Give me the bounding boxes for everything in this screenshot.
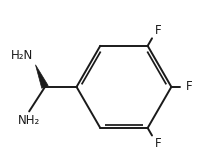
Text: H₂N: H₂N — [11, 49, 33, 62]
Text: F: F — [186, 80, 192, 93]
Text: NH₂: NH₂ — [18, 114, 40, 127]
Polygon shape — [35, 65, 48, 88]
Text: F: F — [155, 137, 162, 150]
Text: F: F — [155, 24, 162, 37]
